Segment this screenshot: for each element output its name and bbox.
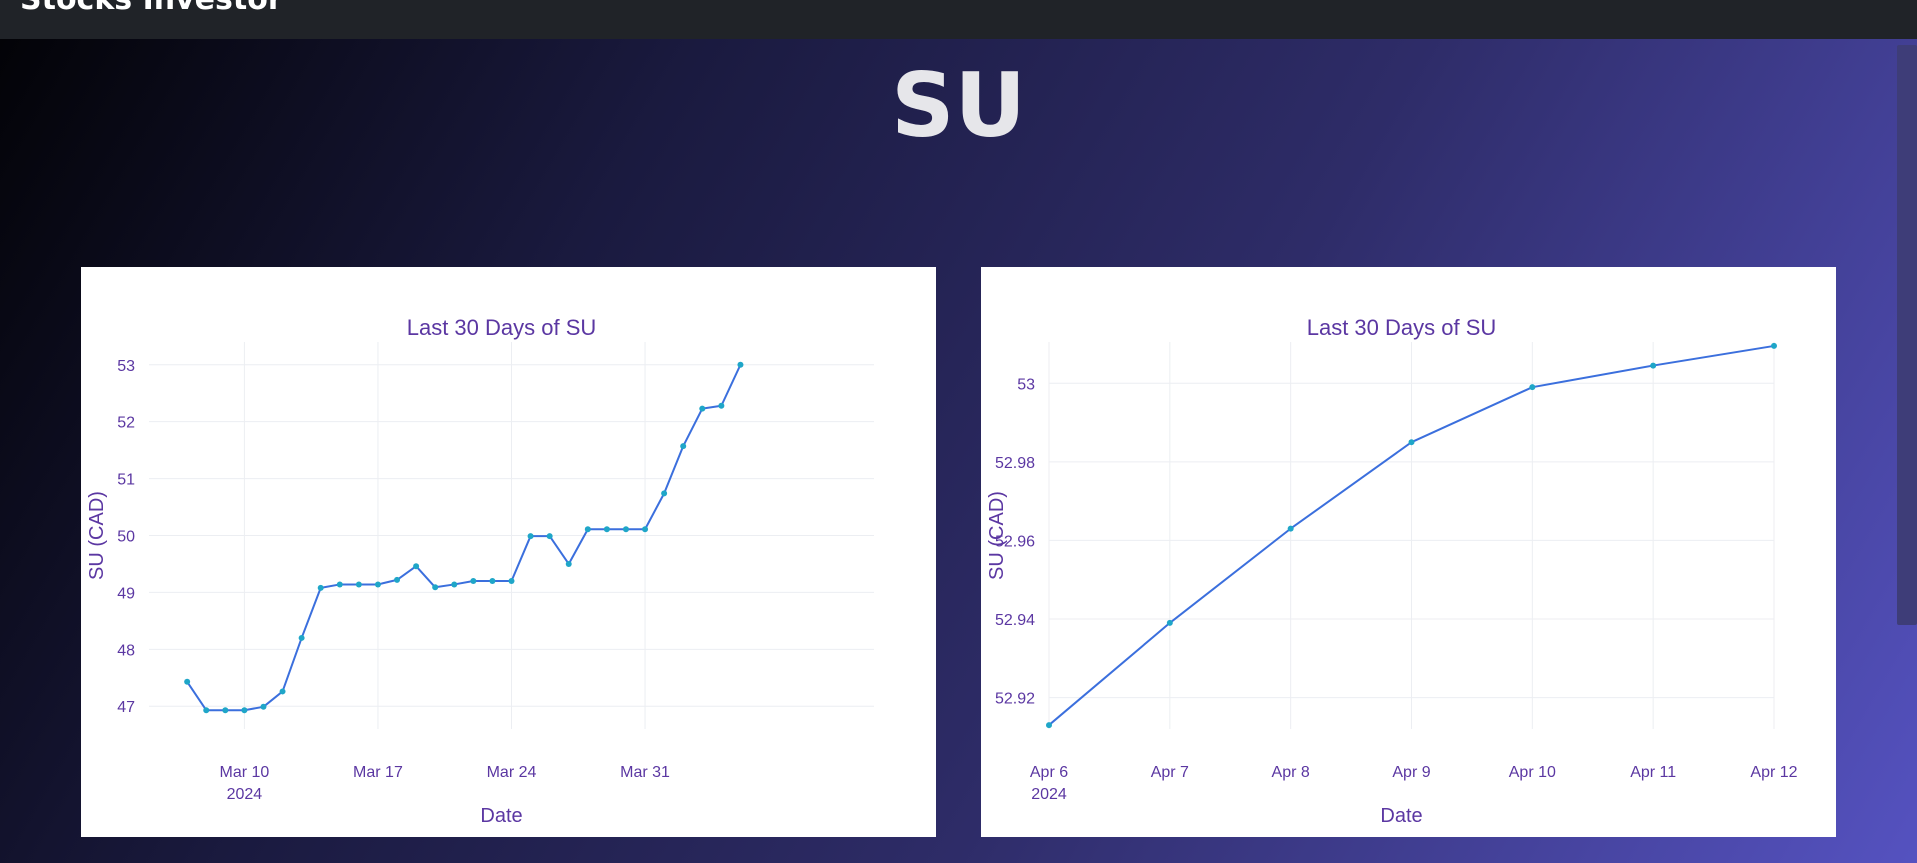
y-tick-label: 50 (117, 529, 135, 546)
x-tick-label: Apr 6 (1030, 764, 1068, 781)
data-point (241, 707, 248, 714)
chart-title: Last 30 Days of SU (1307, 315, 1497, 340)
x-tick-label: Apr 9 (1392, 764, 1430, 781)
data-point (279, 688, 286, 695)
y-tick-label: 53 (1017, 376, 1035, 393)
y-axis-title: SU (CAD) (986, 491, 1008, 580)
x-tick-label: Apr 11 (1630, 764, 1676, 781)
y-tick-label: 52 (117, 415, 135, 432)
y-tick-label: 52.98 (995, 455, 1035, 472)
x-tick-label: Mar 10 (219, 764, 269, 781)
data-point (718, 402, 725, 409)
data-point (184, 678, 191, 685)
chart-card-recent-days: Last 30 Days of SU 52.92 52.94 52.96 52.98 53… (981, 267, 1836, 837)
data-point (737, 361, 744, 368)
x-tick-year-label: 2024 (227, 786, 263, 803)
y-tick-label: 49 (117, 585, 135, 602)
data-point (680, 443, 687, 450)
page-scrollbar[interactable] (1897, 45, 1917, 625)
data-point (355, 581, 362, 588)
data-point (260, 703, 267, 710)
app-title: Stocks Investor (20, 0, 283, 17)
series-line (186, 364, 742, 712)
data-point (546, 533, 553, 540)
chart-card-30-days: Last 30 Days of SU 47 48 49 50 51 52 53 Mar 10 20… (81, 267, 936, 837)
data-point (1408, 439, 1415, 446)
y-tick-label: 53 (117, 358, 135, 375)
data-point (1771, 342, 1777, 349)
data-point (432, 584, 439, 591)
data-point (336, 581, 343, 588)
data-point (1166, 619, 1173, 626)
x-tick-label: Mar 17 (353, 764, 403, 781)
data-point (1046, 722, 1052, 729)
data-point (317, 584, 324, 591)
data-point (1529, 384, 1536, 391)
data-point (622, 526, 629, 533)
data-point (565, 560, 572, 567)
x-tick-label: Apr 8 (1272, 764, 1310, 781)
data-point (394, 576, 401, 583)
x-tick-label: Apr 10 (1509, 764, 1556, 781)
y-tick-label: 51 (117, 472, 135, 489)
data-point (584, 526, 591, 533)
data-point (527, 533, 534, 540)
y-tick-label: 47 (117, 699, 135, 716)
data-point (489, 578, 496, 585)
data-point (661, 490, 668, 497)
x-tick-label: Apr 7 (1151, 764, 1189, 781)
x-tick-label: Mar 24 (487, 764, 537, 781)
data-point (222, 707, 229, 714)
x-tick-label: Mar 31 (620, 764, 670, 781)
y-tick-label: 52.92 (995, 691, 1035, 708)
data-point (451, 581, 458, 588)
y-tick-label: 52.96 (995, 533, 1035, 550)
stock-line-chart[interactable]: Last 30 Days of SU 47 48 49 50 51 52 53 Mar 10 20… (81, 267, 936, 837)
data-point (1650, 362, 1657, 369)
x-axis-title: Date (480, 805, 522, 827)
data-point (508, 578, 515, 585)
chart-title: Last 30 Days of SU (407, 315, 597, 340)
data-point (699, 405, 706, 412)
y-axis-title: SU (CAD) (86, 491, 108, 580)
x-tick-label: Apr 12 (1750, 764, 1797, 781)
top-navbar: Stocks Investor (0, 0, 1917, 39)
data-point (203, 707, 210, 714)
data-point (298, 634, 305, 641)
y-tick-label: 52.94 (995, 612, 1035, 629)
x-tick-year-label: 2024 (1031, 786, 1067, 803)
data-point (603, 526, 610, 533)
page-title: SU (891, 54, 1026, 157)
data-point (642, 526, 649, 533)
x-axis-title: Date (1380, 805, 1422, 827)
stock-line-chart[interactable]: Last 30 Days of SU 52.92 52.94 52.96 52.98 53… (981, 267, 1836, 837)
data-point (470, 578, 477, 585)
data-point (413, 563, 420, 570)
data-point (1287, 525, 1294, 532)
data-point (374, 581, 381, 588)
y-tick-label: 48 (117, 642, 135, 659)
